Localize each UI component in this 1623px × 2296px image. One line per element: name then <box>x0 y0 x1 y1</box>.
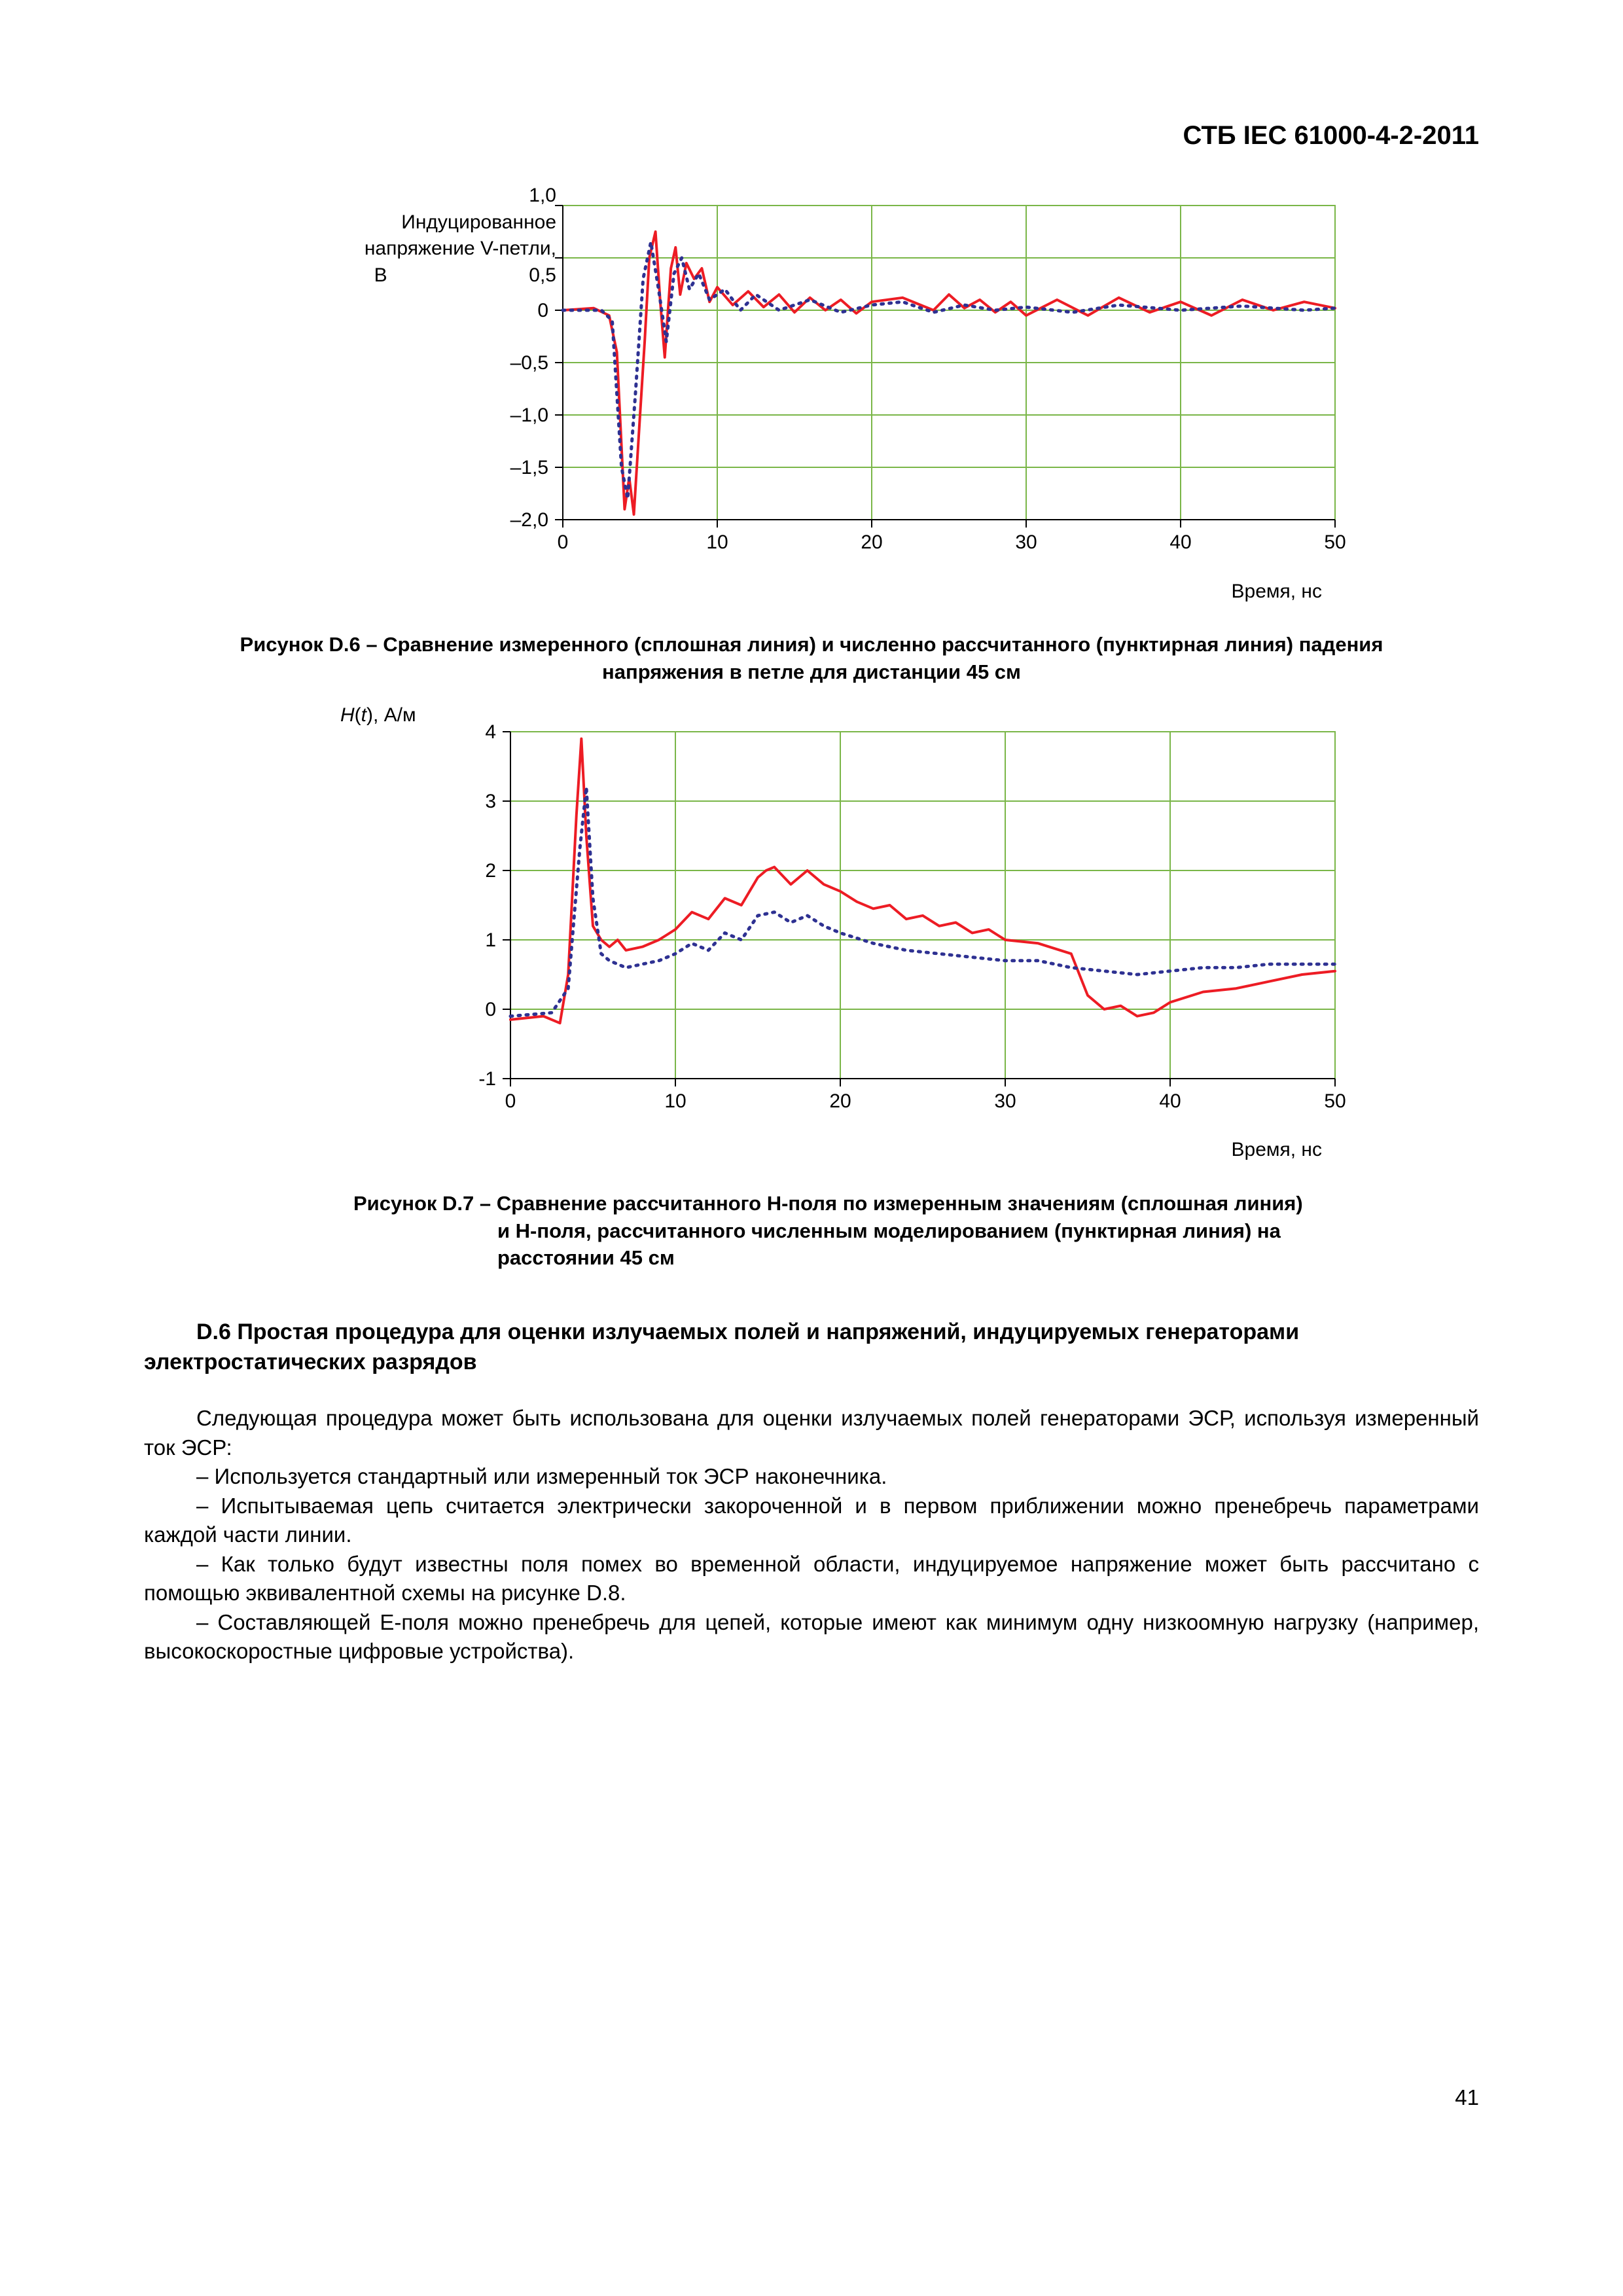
d6-y-axis-label: 1,0 Индуцированное напряжение V-петли, В… <box>281 183 556 289</box>
section-item-3: – Как только будут известны поля помех в… <box>144 1550 1479 1608</box>
svg-text:–1,5: –1,5 <box>510 457 548 478</box>
page-number: 41 <box>1455 2083 1479 2113</box>
page-header-standard: СТБ IEC 61000-4-2-2011 <box>144 118 1479 153</box>
svg-text:0: 0 <box>485 999 496 1020</box>
svg-text:–2,0: –2,0 <box>510 509 548 531</box>
d7-y-axis-label: H(t), А/м <box>340 702 416 729</box>
section-item-4: – Составляющей E-поля можно пренебречь д… <box>144 1608 1479 1666</box>
d7-svg: 0 10 20 30 40 50 -1 0 1 2 3 4 <box>314 712 1361 1118</box>
section-para-intro: Следующая процедура может быть использов… <box>144 1404 1479 1462</box>
svg-text:2: 2 <box>485 860 496 882</box>
svg-text:40: 40 <box>1169 531 1191 553</box>
svg-text:0: 0 <box>505 1090 516 1112</box>
d6-x-axis-label: Время, нс <box>1232 579 1323 605</box>
svg-text:–1,0: –1,0 <box>510 404 548 426</box>
svg-text:10: 10 <box>664 1090 686 1112</box>
svg-text:3: 3 <box>485 791 496 812</box>
d7-x-axis-label: Время, нс <box>1232 1137 1323 1164</box>
svg-text:30: 30 <box>1015 531 1037 553</box>
d7-caption-line3: расстоянии 45 см <box>353 1244 1387 1272</box>
svg-text:50: 50 <box>1324 1090 1346 1112</box>
svg-text:40: 40 <box>1159 1090 1181 1112</box>
section-item-1: – Используется стандартный или измеренны… <box>144 1462 1479 1492</box>
svg-text:20: 20 <box>861 531 882 553</box>
svg-text:50: 50 <box>1324 531 1346 553</box>
svg-text:0: 0 <box>537 300 548 321</box>
svg-text:-1: -1 <box>478 1068 496 1090</box>
svg-text:–0,5: –0,5 <box>510 352 548 374</box>
svg-text:0: 0 <box>558 531 569 553</box>
svg-text:30: 30 <box>994 1090 1016 1112</box>
svg-text:1: 1 <box>485 929 496 951</box>
figure-d7-caption: Рисунок D.7 – Сравнение рассчитанного H-… <box>236 1190 1387 1272</box>
d7-caption-line2: и H-поля, рассчитанного численным модели… <box>353 1217 1387 1245</box>
figure-d6-chart: 1,0 Индуцированное напряжение V-петли, В… <box>314 192 1361 559</box>
svg-text:20: 20 <box>829 1090 851 1112</box>
figure-d6-caption: Рисунок D.6 – Сравнение измеренного (спл… <box>236 631 1387 686</box>
section-d6-title: D.6 Простая процедура для оценки излучае… <box>144 1318 1479 1378</box>
svg-text:4: 4 <box>485 721 496 743</box>
figure-d7-chart: H(t), А/м 01020304050-101234 Время, нс <box>314 712 1361 1118</box>
section-item-2: – Испытываемая цепь считается электричес… <box>144 1492 1479 1550</box>
d7-caption-line1: Рисунок D.7 – Сравнение рассчитанного H-… <box>353 1190 1387 1217</box>
svg-text:10: 10 <box>706 531 728 553</box>
